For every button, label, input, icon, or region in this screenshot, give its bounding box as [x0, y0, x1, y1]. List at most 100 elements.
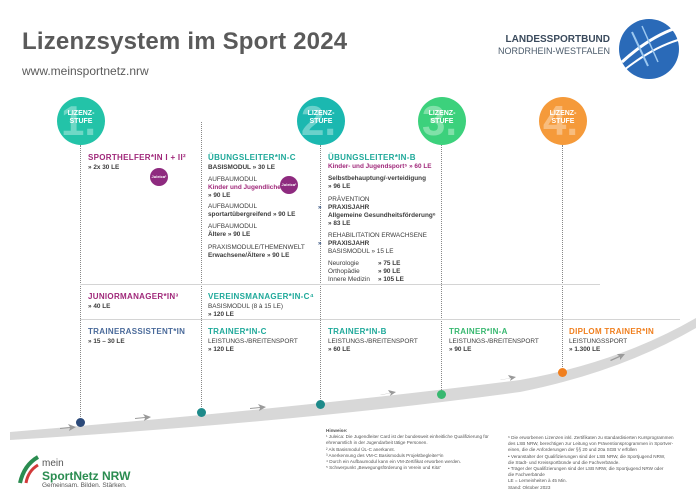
- trainer-a-le: » 90 LE: [449, 346, 472, 353]
- ul-b-title: ÜBUNGSLEITER*IN-B: [328, 153, 416, 162]
- notes-title: Hinweise:: [326, 428, 348, 433]
- reha-basismodul: BASISMODUL » 15 LE: [328, 248, 394, 255]
- timeline-dot-2: [197, 408, 206, 417]
- timeline-line-5: [562, 145, 563, 367]
- note-line: ⁶ Die erworbenen Lizenzen inkl. Zertifik…: [508, 435, 674, 440]
- trainer-b-title: TRAINER*IN-B: [328, 327, 387, 336]
- aufbau2-name: sportartübergreifend » 90 LE: [208, 211, 296, 218]
- aufbau1-label: AUFBAUMODUL: [208, 176, 258, 183]
- stage-1-label: LIZENZ- STUFE: [67, 110, 95, 126]
- notes-right: ⁶ Die erworbenen Lizenzen inkl. Zertifik…: [508, 435, 688, 491]
- stage-4-label: LIZENZ- STUFE: [549, 110, 577, 126]
- note-line: ⁵ Schwerpunkt „Bewegungsförderung in Ver…: [326, 465, 442, 471]
- ul-c-title: ÜBUNGSLEITER*IN-C: [208, 153, 296, 162]
- neurologie: Neurologie: [328, 260, 359, 267]
- brand-tagline: Gemeinsam. Bilden. Stärken.: [42, 482, 127, 489]
- aufbau1-name: Kinder und Jugendliche: [208, 184, 281, 191]
- praxisjahr-2: PRAXISJAHR: [328, 240, 370, 247]
- timeline-line-4: [441, 145, 442, 390]
- stage-4-number: 4.: [543, 97, 579, 144]
- stage-2-label: LIZENZ- STUFE: [307, 110, 335, 126]
- trainer-c-sub: LEISTUNGS-/BREITENSPORT: [208, 338, 298, 345]
- road-arrow-6: [610, 354, 625, 361]
- note-line: die Stadt- und Kreissportbünde und die F…: [508, 459, 620, 465]
- stage-3-label: LIZENZ- STUFE: [428, 110, 456, 126]
- ul-b-selbst: Selbstbehauptung/-verteidigung: [328, 175, 426, 182]
- stage-3-circle: 3. LIZENZ- STUFE: [418, 97, 466, 145]
- trainer-c-title: TRAINER*IN-C: [208, 327, 267, 336]
- juleica-badge-1: Juleica¹: [150, 168, 168, 186]
- org-name: LANDESSPORTBUND NORDRHEIN-WESTFALEN: [498, 34, 610, 57]
- juleica-badge-2: Juleica¹: [280, 176, 298, 194]
- ul-b-selbst-le: » 96 LE: [328, 183, 351, 190]
- note-line: Stand: Oktober 2023: [508, 484, 551, 490]
- praxisjahr-1: PRAXISJAHR: [328, 204, 370, 211]
- separator-2: [80, 319, 680, 320]
- timeline-dot-4: [437, 390, 446, 399]
- trainerassistent-title: TRAINERASSISTENT*IN: [88, 327, 186, 336]
- aufbau3-name: Ältere » 90 LE: [208, 231, 251, 238]
- diplom-sub: LEISTUNGSSPORT: [569, 338, 628, 345]
- note-line: ² Als Basismodul ÜL-C anerkannt.: [326, 446, 395, 452]
- road-arrow-5: [500, 375, 516, 381]
- timeline-line-1: [80, 145, 81, 417]
- trainer-b-le: » 60 LE: [328, 346, 351, 353]
- orthopaedie-le: » 90 LE: [378, 268, 401, 275]
- road-arrow-2: [135, 414, 151, 421]
- juniormanager-le: » 40 LE: [88, 303, 111, 310]
- note-line: LE = Lerneinheiten à 45 Min.: [508, 478, 567, 484]
- road-arrow-3: [250, 404, 266, 411]
- road-arrow-1: [60, 424, 76, 431]
- trainer-a-sub: LEISTUNGS-/BREITENSPORT: [449, 338, 539, 345]
- vm-basismodul: BASISMODUL (8 à 15 LE): [208, 303, 284, 310]
- stage-1-circle: 1. LIZENZ- STUFE: [57, 97, 105, 145]
- timeline-dot-3: [316, 400, 325, 409]
- praxis-name: Erwachsene/Ältere » 90 LE: [208, 252, 290, 259]
- trainerassistent-le: » 15 – 30 LE: [88, 338, 125, 345]
- stage-1-number: 1.: [61, 97, 97, 144]
- brand-name: mein SportNetz NRW: [42, 458, 131, 483]
- diplom-le: » 1.300 LE: [569, 346, 601, 353]
- timeline-dot-1: [76, 418, 85, 427]
- allgemeine-gesundheit-le: » 83 LE: [328, 220, 351, 227]
- vm-le: » 120 LE: [208, 311, 234, 318]
- road-arrow-4: [380, 390, 396, 396]
- lsb-logo-icon: [619, 19, 679, 79]
- stage-2-circle: 2. LIZENZ- STUFE: [297, 97, 345, 145]
- note-line: einen, die die Anforderungen der §§ 20 u…: [508, 447, 637, 453]
- vereinsmanager-title: VEREINSMANAGER*IN-C⁴: [208, 292, 314, 301]
- ul-c-basismodul: BASISMODUL » 30 LE: [208, 164, 275, 171]
- juniormanager-title: JUNIORMANAGER*IN³: [88, 292, 179, 301]
- note-line: • Träger der Qualifizierungen sind der L…: [508, 465, 664, 471]
- aufbau2-label: AUFBAUMODUL: [208, 203, 258, 210]
- reha-label: REHABILITATION ERWACHSENE: [328, 232, 427, 239]
- chevron-right-icon: »: [318, 204, 322, 211]
- trainer-c-le: » 120 LE: [208, 346, 234, 353]
- praxis-label: PRAXISMODULE/THEMENWELT: [208, 244, 305, 251]
- sporthelfer-le: » 2x 30 LE: [88, 164, 120, 171]
- timeline-line-2: [201, 122, 202, 407]
- org-name-line2: NORDRHEIN-WESTFALEN: [497, 46, 610, 56]
- sportnetz-logo-icon: [18, 455, 40, 484]
- stage-2-number: 2.: [301, 97, 337, 144]
- innere-medizin-le: » 105 LE: [378, 276, 404, 283]
- chevron-right-icon: »: [318, 240, 322, 247]
- org-name-line1: LANDESSPORTBUND: [505, 34, 610, 45]
- website-url[interactable]: www.meinsportnetz.nrw: [22, 64, 149, 78]
- praevention-label: PRÄVENTION: [328, 196, 370, 203]
- aufbau1-le: » 90 LE: [208, 192, 231, 199]
- diplom-title: DIPLOM TRAINER*IN: [569, 327, 655, 336]
- timeline-line-3: [320, 145, 321, 407]
- timeline-road: [10, 318, 696, 440]
- trainer-a-title: TRAINER*IN-A: [449, 327, 508, 336]
- note-line: des LSB NRW, berechtigen zur Leitung von…: [508, 441, 674, 447]
- note-line: ⁴ Durch ein Aufbaumodul kann ein VM-Zert…: [326, 458, 462, 464]
- stage-3-number: 3.: [422, 97, 458, 144]
- sporthelfer-title: SPORTHELFER*IN I + II²: [88, 153, 186, 162]
- innere-medizin: Innere Medizin: [328, 276, 370, 283]
- aufbau3-label: AUFBAUMODUL: [208, 223, 258, 230]
- note-line: die Fachverbände: [508, 472, 545, 478]
- timeline-dot-5: [558, 368, 567, 377]
- note-line: • Veranstalter der Qualifizierungen sind…: [508, 453, 666, 459]
- orthopaedie: Orthopädie: [328, 268, 360, 275]
